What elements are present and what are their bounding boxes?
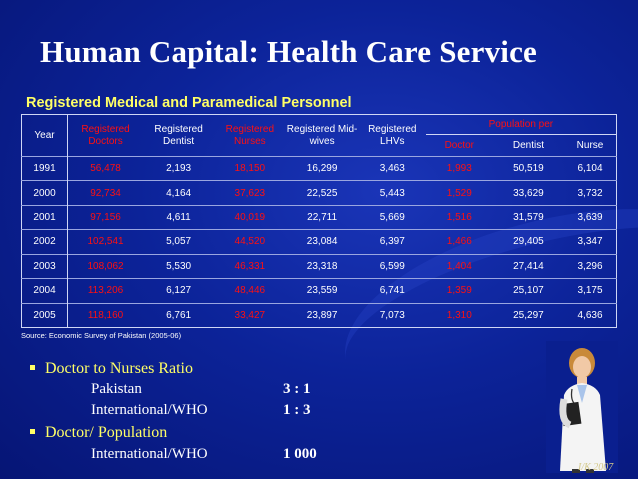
cell-year: 2000 bbox=[21, 180, 69, 206]
cell-pop-nurse: 3,732 bbox=[564, 180, 617, 206]
bullet-square-icon bbox=[30, 428, 35, 434]
bullet-heading-text: Doctor to Nurses Ratio bbox=[45, 360, 193, 377]
bullet-heading: Doctor/ Population bbox=[30, 424, 167, 442]
cell-doctors: 97,156 bbox=[67, 204, 143, 230]
cell-midwives: 16,299 bbox=[285, 155, 359, 181]
cell-doctors: 118,160 bbox=[67, 302, 143, 328]
table-row: 2001 97,156 4,611 40,019 22,711 5,669 1,… bbox=[21, 204, 617, 230]
table-row: 2004 113,206 6,127 48,446 23,559 6,741 1… bbox=[21, 278, 617, 304]
cell-pop-nurse: 3,639 bbox=[564, 204, 617, 230]
cell-lhvs: 5,443 bbox=[358, 180, 426, 206]
cell-dentist: 5,057 bbox=[143, 229, 215, 255]
cell-lhvs: 6,599 bbox=[358, 253, 426, 279]
cell-midwives: 22,711 bbox=[285, 204, 359, 230]
header-dentist: Registered Dentist bbox=[154, 123, 203, 147]
header-pop-nurse: Nurse bbox=[576, 139, 604, 151]
header-lhvs: Registered LHVs bbox=[368, 123, 417, 147]
cell-pop-nurse: 3,347 bbox=[564, 229, 617, 255]
cell-pop-dentist: 31,579 bbox=[492, 204, 565, 230]
cell-doctors: 92,734 bbox=[67, 180, 143, 206]
cell-dentist: 6,761 bbox=[143, 302, 215, 328]
cell-pop-nurse: 3,175 bbox=[564, 278, 617, 304]
table-row: 2003 108,062 5,530 46,331 23,318 6,599 1… bbox=[21, 253, 617, 279]
header-pop-dentist: Dentist bbox=[512, 139, 544, 151]
header-year: Year bbox=[21, 114, 69, 157]
bullet-square-icon bbox=[30, 364, 35, 370]
cell-pop-doctor: 1,466 bbox=[425, 229, 493, 255]
cell-lhvs: 5,669 bbox=[358, 204, 426, 230]
header-population-per: Population per bbox=[425, 114, 617, 135]
bullet-item-label: Pakistan bbox=[91, 381, 142, 397]
cell-midwives: 23,084 bbox=[285, 229, 359, 255]
bullet-heading: Doctor to Nurses Ratio bbox=[30, 360, 193, 378]
header-pop-doctor: Doctor bbox=[444, 139, 475, 151]
cell-lhvs: 7,073 bbox=[358, 302, 426, 328]
cell-midwives: 22,525 bbox=[285, 180, 359, 206]
cell-dentist: 4,164 bbox=[143, 180, 215, 206]
cell-lhvs: 6,741 bbox=[358, 278, 426, 304]
cell-nurses: 33,427 bbox=[214, 302, 286, 328]
table-title: Registered Medical and Paramedical Perso… bbox=[26, 95, 352, 111]
cell-pop-dentist: 25,107 bbox=[492, 278, 565, 304]
cell-year: 2002 bbox=[21, 229, 69, 255]
table-source: Source: Economic Survey of Pakistan (200… bbox=[21, 331, 182, 340]
cell-midwives: 23,559 bbox=[285, 278, 359, 304]
header-nurses: Registered Nurses bbox=[225, 123, 274, 147]
cell-pop-dentist: 33,629 bbox=[492, 180, 565, 206]
cell-pop-doctor: 1,359 bbox=[425, 278, 493, 304]
cell-doctors: 102,541 bbox=[67, 229, 143, 255]
cell-pop-dentist: 27,414 bbox=[492, 253, 565, 279]
cell-nurses: 18,150 bbox=[214, 155, 286, 181]
cell-dentist: 2,193 bbox=[143, 155, 215, 181]
bullet-item-value: 1 000 bbox=[283, 446, 317, 462]
cell-pop-doctor: 1,404 bbox=[425, 253, 493, 279]
table-row: 2002 102,541 5,057 44,520 23,084 6,397 1… bbox=[21, 229, 617, 255]
cell-nurses: 44,520 bbox=[214, 229, 286, 255]
cell-pop-doctor: 1,993 bbox=[425, 155, 493, 181]
author-credit: I/K 2007 bbox=[578, 462, 614, 473]
cell-nurses: 40,019 bbox=[214, 204, 286, 230]
cell-pop-doctor: 1,516 bbox=[425, 204, 493, 230]
cell-pop-dentist: 50,519 bbox=[492, 155, 565, 181]
table-row: 1991 56,478 2,193 18,150 16,299 3,463 1,… bbox=[21, 155, 617, 181]
slide-title: Human Capital: Health Care Service bbox=[40, 34, 538, 69]
personnel-table: Year Registered Doctors Registered Denti… bbox=[21, 114, 617, 328]
bullet-item-label: International/WHO bbox=[91, 446, 208, 462]
cell-year: 2001 bbox=[21, 204, 69, 230]
cell-dentist: 5,530 bbox=[143, 253, 215, 279]
cell-pop-doctor: 1,529 bbox=[425, 180, 493, 206]
cell-doctors: 113,206 bbox=[67, 278, 143, 304]
cell-year: 2004 bbox=[21, 278, 69, 304]
cell-nurses: 46,331 bbox=[214, 253, 286, 279]
table-row: 2000 92,734 4,164 37,623 22,525 5,443 1,… bbox=[21, 180, 617, 206]
bullet-item-value: 3 : 1 bbox=[283, 381, 311, 397]
cell-dentist: 6,127 bbox=[143, 278, 215, 304]
cell-nurses: 48,446 bbox=[214, 278, 286, 304]
cell-lhvs: 3,463 bbox=[358, 155, 426, 181]
cell-pop-doctor: 1,310 bbox=[425, 302, 493, 328]
cell-dentist: 4,611 bbox=[143, 204, 215, 230]
cell-lhvs: 6,397 bbox=[358, 229, 426, 255]
cell-midwives: 23,318 bbox=[285, 253, 359, 279]
doctor-illustration-icon bbox=[546, 341, 618, 473]
cell-pop-nurse: 4,636 bbox=[564, 302, 617, 328]
header-midwives: Registered Mid-wives bbox=[286, 123, 358, 147]
cell-doctors: 56,478 bbox=[67, 155, 143, 181]
cell-doctors: 108,062 bbox=[67, 253, 143, 279]
cell-midwives: 23,897 bbox=[285, 302, 359, 328]
header-doctors: Registered Doctors bbox=[81, 123, 130, 147]
cell-year: 2003 bbox=[21, 253, 69, 279]
bullet-heading-text: Doctor/ Population bbox=[45, 424, 168, 441]
table-row: 2005 118,160 6,761 33,427 23,897 7,073 1… bbox=[21, 302, 617, 328]
bullet-item-label: International/WHO bbox=[91, 402, 208, 418]
cell-pop-nurse: 3,296 bbox=[564, 253, 617, 279]
cell-year: 2005 bbox=[21, 302, 69, 328]
cell-pop-nurse: 6,104 bbox=[564, 155, 617, 181]
bullet-item-value: 1 : 3 bbox=[283, 402, 311, 418]
cell-year: 1991 bbox=[21, 155, 69, 181]
cell-pop-dentist: 25,297 bbox=[492, 302, 565, 328]
cell-nurses: 37,623 bbox=[214, 180, 286, 206]
cell-pop-dentist: 29,405 bbox=[492, 229, 565, 255]
